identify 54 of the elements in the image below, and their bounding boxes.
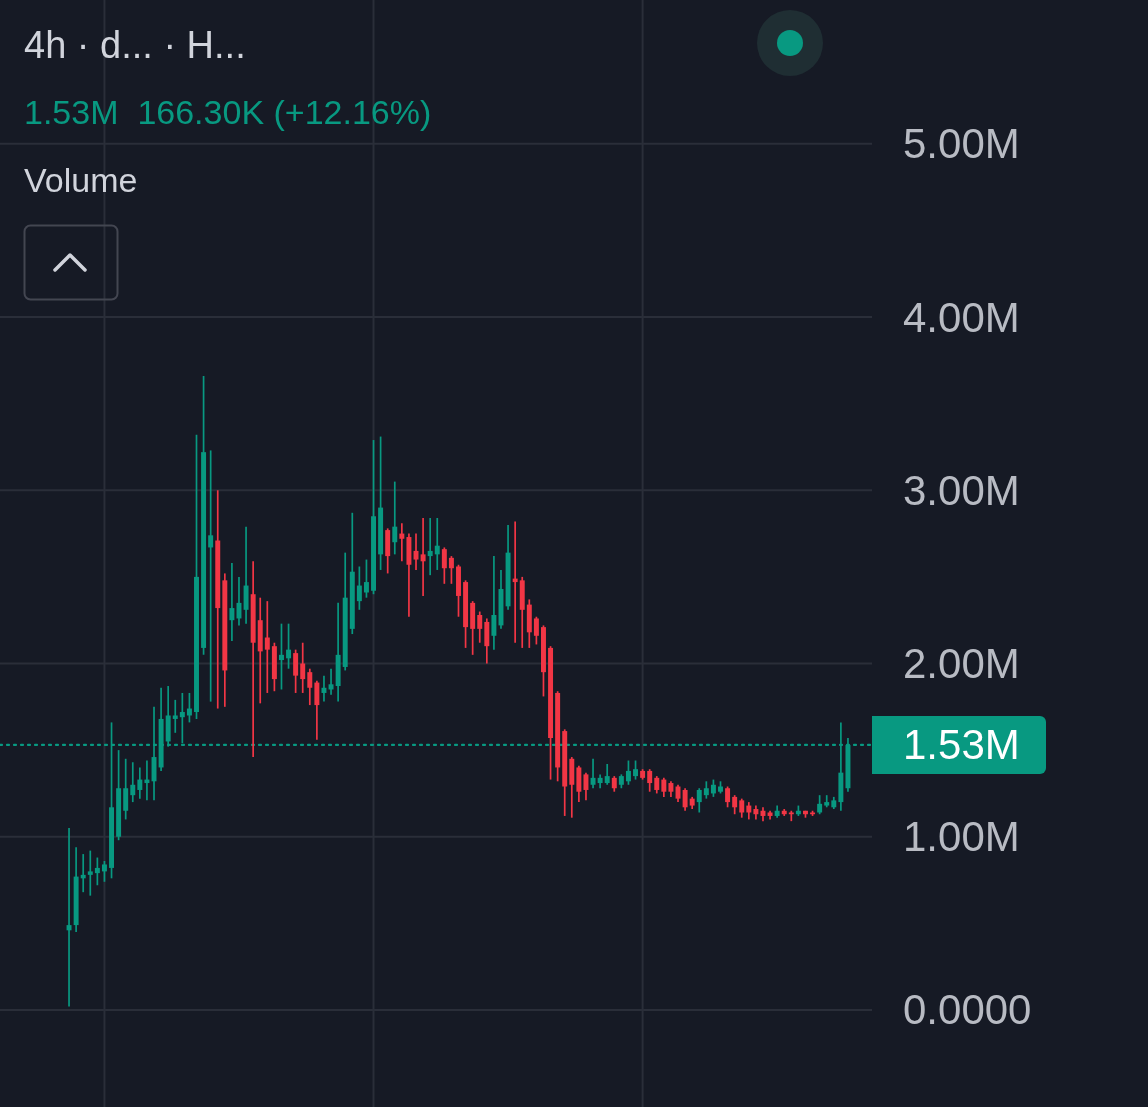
candlestick: [130, 761, 136, 803]
candlestick: [300, 641, 306, 694]
candlestick: [434, 517, 440, 571]
candlestick: [137, 766, 143, 800]
y-tick-label: 1.00M: [903, 813, 1020, 861]
candlestick: [392, 480, 398, 556]
candlestick: [590, 757, 596, 790]
candlestick: [172, 699, 178, 734]
candlestick: [321, 674, 327, 703]
candlestick: [208, 449, 214, 703]
candlestick: [647, 768, 653, 793]
y-tick-label: 2.00M: [903, 640, 1020, 688]
candlestick: [328, 667, 334, 696]
candlestick: [477, 610, 483, 644]
candlestick: [123, 757, 129, 821]
candlestick: [817, 794, 823, 816]
candlestick: [739, 797, 745, 819]
y-tick-label: 0.0000: [903, 986, 1032, 1034]
candlestick: [696, 787, 702, 814]
text: 4h · d... · H...: [24, 24, 246, 66]
candlestick: [427, 517, 433, 576]
y-tick-label: 4.00M: [903, 293, 1020, 341]
candlestick: [604, 763, 610, 786]
candlestick: [533, 615, 539, 646]
candlestick: [682, 787, 688, 812]
candlestick: [101, 860, 107, 883]
candlestick: [725, 785, 731, 809]
candlestick: [264, 600, 270, 694]
y-tick-label: 5.00M: [903, 120, 1020, 168]
candlestick: [307, 667, 313, 706]
candlestick: [448, 555, 454, 585]
candlestick: [583, 771, 589, 802]
candlestick: [625, 759, 631, 786]
candlestick: [356, 565, 362, 611]
candlestick: [66, 827, 72, 1008]
ref-line-label: 1.53M: [903, 721, 1020, 769]
candlestick: [363, 558, 369, 599]
candlestick: [229, 562, 235, 642]
candlestick: [87, 849, 93, 897]
candlestick: [314, 679, 320, 741]
y-tick-label: 3.00M: [903, 466, 1020, 514]
candlestick: [279, 622, 284, 691]
annotation: Volume: [24, 161, 138, 199]
candlestick: [441, 546, 447, 585]
candlestick: [399, 522, 405, 563]
candlestick: [661, 777, 667, 798]
candlestick: [94, 856, 100, 887]
text: 1.53M 166.30K (+12.16%): [24, 93, 432, 131]
candlestick: [286, 622, 292, 670]
candlestick: [633, 759, 639, 781]
candlestick: [420, 517, 426, 597]
candlestick: [293, 648, 299, 694]
candlestick: [732, 794, 738, 816]
candlestick: [491, 555, 497, 651]
